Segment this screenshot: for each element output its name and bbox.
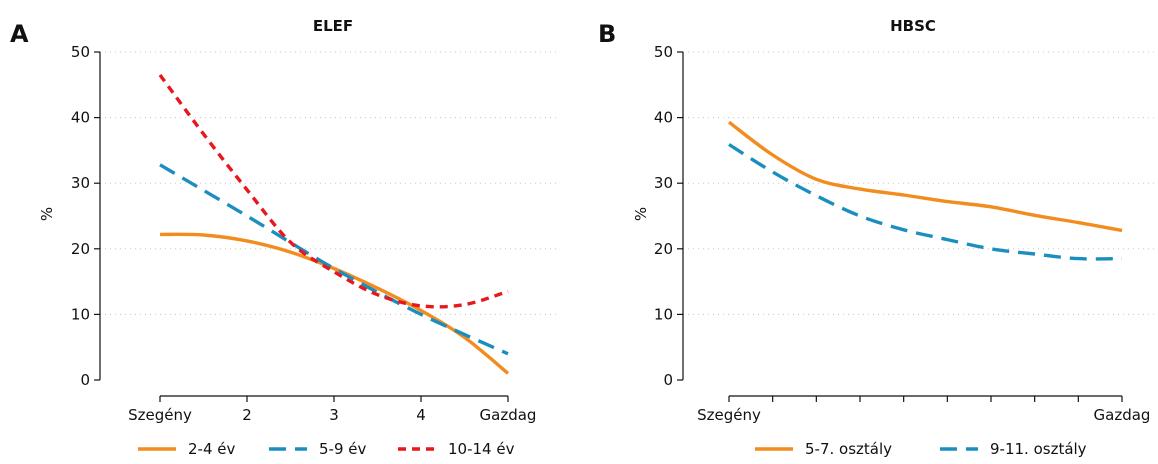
y-tick-label: 30 <box>654 174 673 192</box>
legend-label-1: 5-7. osztály <box>805 440 892 458</box>
x-tick-label: Szegény <box>128 406 192 424</box>
x-tick-label: 4 <box>416 406 426 424</box>
y-tick-label: 30 <box>71 174 90 192</box>
panel-hbsc: B HBSC 0 10 20 30 40 50% Szegény Gazdag 5-7. osz… <box>598 17 1158 458</box>
x-tick-label: Gazdag <box>480 406 537 424</box>
series-line-2 <box>728 143 1123 261</box>
legend-label-2: 9-11. osztály <box>990 440 1087 458</box>
y-tick-label: 40 <box>654 109 673 127</box>
series-line-1 <box>159 232 510 375</box>
y-tick-label: 20 <box>71 240 90 258</box>
y-tick-label: 50 <box>71 43 90 61</box>
panel-letter-b: B <box>598 20 616 48</box>
x-tick-label: Szegény <box>697 406 761 424</box>
x-tick-label: Gazdag <box>1094 406 1151 424</box>
legend-label-3: 10-14 év <box>448 440 515 458</box>
chart-title-hbsc: HBSC <box>890 17 936 35</box>
y-tick-label: 10 <box>71 305 90 323</box>
y-tick-label: 10 <box>654 305 673 323</box>
series-line-1 <box>727 120 1123 233</box>
x-tick-label: 3 <box>329 406 339 424</box>
series-line-2 <box>159 163 509 356</box>
legend-label-2: 5-9 év <box>319 440 366 458</box>
chart-title-elef: ELEF <box>313 17 353 35</box>
y-tick-label: 0 <box>80 371 90 389</box>
panel-elef: A ELEF 0 10 20 30 40 50% Szegény 2 3 4 Gazdag 2-4 é… <box>10 17 556 458</box>
y-tick-label: 20 <box>654 240 673 258</box>
panel-letter-a: A <box>10 20 29 48</box>
y-tick-label: 50 <box>654 43 673 61</box>
legend-label-1: 2-4 év <box>188 440 235 458</box>
y-axis-label: % <box>632 207 650 221</box>
x-tick-label: 2 <box>242 406 252 424</box>
y-tick-label: 40 <box>71 109 90 127</box>
y-tick-label: 0 <box>663 371 673 389</box>
series-line-3 <box>158 73 509 309</box>
y-axis-label: % <box>38 207 56 221</box>
